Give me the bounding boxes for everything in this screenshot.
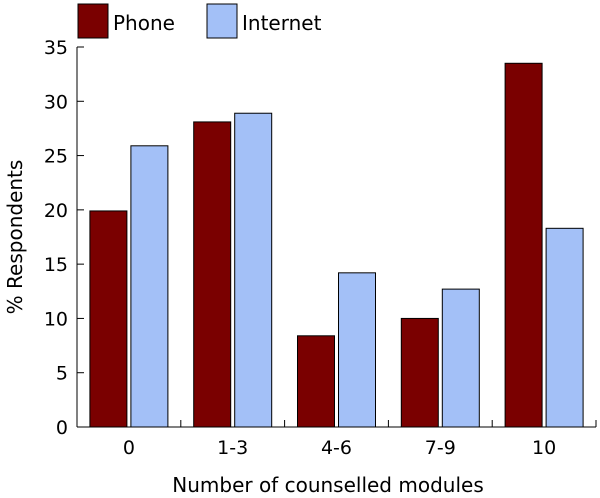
y-axis-ticks: 0 5 10 15 20 25 30 35 xyxy=(44,37,84,439)
bar-internet-0 xyxy=(130,145,169,428)
legend: Phone Internet xyxy=(77,3,322,39)
bars xyxy=(89,62,584,428)
bar-phone-7-9 xyxy=(400,317,439,428)
bar-internet-4-6 xyxy=(338,272,376,428)
legend-swatch-phone xyxy=(77,3,109,39)
legend-item-internet: Internet xyxy=(206,3,322,39)
y-tick-label: 30 xyxy=(44,91,68,113)
y-axis-title: % Respondents xyxy=(3,160,27,315)
bar-phone-4-6 xyxy=(297,335,335,428)
bar-internet-7-9 xyxy=(441,288,480,428)
x-tick-label: 0 xyxy=(123,437,135,459)
x-axis-ticks: 0 1-3 4-6 7-9 10 xyxy=(123,420,597,459)
legend-label-internet: Internet xyxy=(242,11,322,35)
legend-swatch-internet xyxy=(206,3,238,39)
bar-phone-0 xyxy=(89,210,128,428)
x-tick-label: 7-9 xyxy=(425,437,456,459)
y-tick-label: 5 xyxy=(56,363,68,385)
legend-label-phone: Phone xyxy=(113,11,175,35)
x-tick-label: 10 xyxy=(532,437,556,459)
y-tick-label: 15 xyxy=(44,254,68,276)
bar-phone-10 xyxy=(504,62,543,428)
y-tick-label: 25 xyxy=(44,146,68,168)
x-tick-label: 1-3 xyxy=(217,437,248,459)
bar-phone-1-3 xyxy=(193,121,232,428)
x-tick-label: 4-6 xyxy=(321,437,352,459)
y-tick-label: 20 xyxy=(44,200,68,222)
bar-internet-1-3 xyxy=(234,112,273,428)
y-tick-label: 0 xyxy=(56,417,68,439)
legend-item-phone: Phone xyxy=(77,3,175,39)
y-tick-label: 10 xyxy=(44,308,68,330)
x-axis-title: Number of counselled modules xyxy=(172,473,483,497)
y-tick-label: 35 xyxy=(44,37,68,59)
bar-internet-10 xyxy=(545,227,584,428)
